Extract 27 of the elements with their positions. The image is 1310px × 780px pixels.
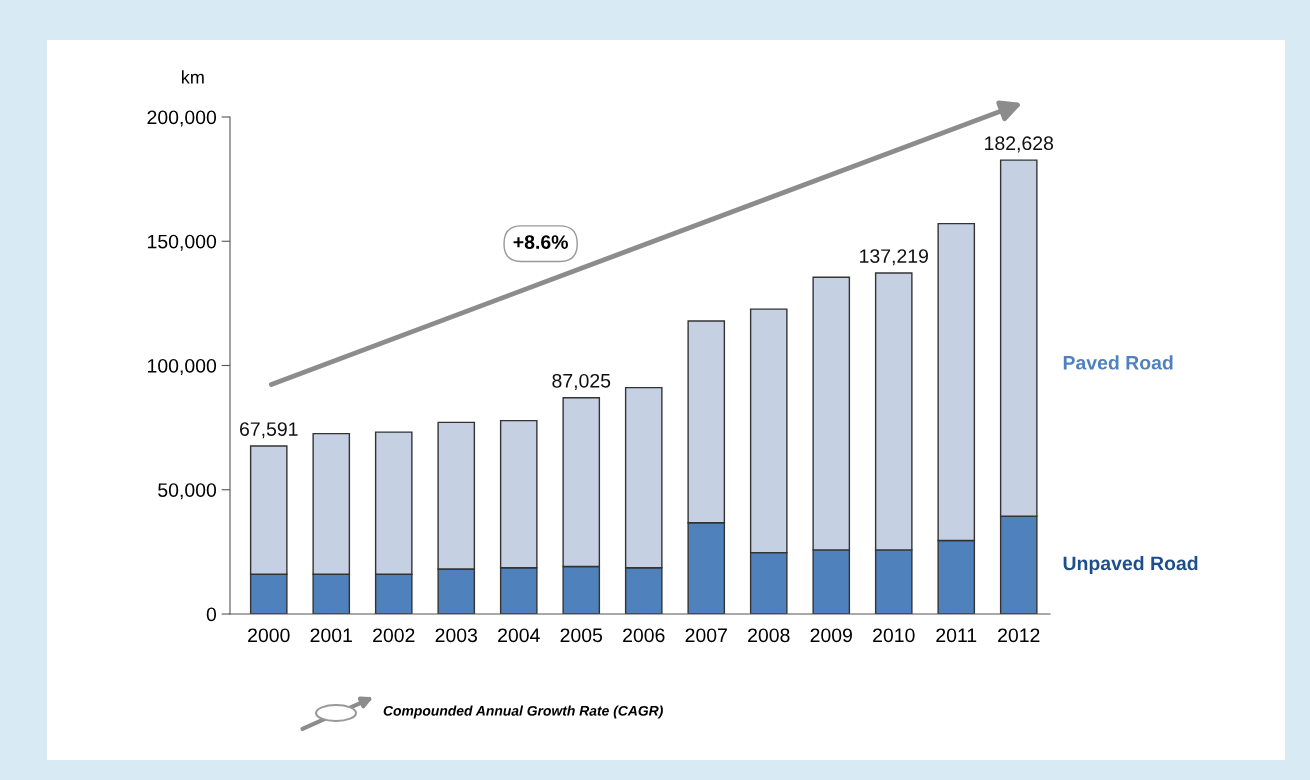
y-tick-label: 100,000 (148, 358, 217, 376)
y-tick-label: 0 (206, 607, 217, 622)
x-tick-label: 2004 (498, 628, 540, 643)
x-tick-label: 2011 (936, 628, 977, 643)
x-tick-label: 2007 (685, 628, 727, 643)
total-label: 87,025 (552, 373, 611, 390)
x-tick-label: 2003 (435, 628, 478, 643)
x-tick-label: 2012 (998, 628, 1040, 643)
total-label: 137,219 (860, 249, 928, 266)
total-label: 182,628 (985, 136, 1054, 153)
y-tick-label: 50,000 (158, 483, 217, 500)
x-tick-label: 2006 (623, 628, 665, 643)
series-label: Unpaved Road (1063, 555, 1198, 575)
x-tick-label: 2010 (873, 628, 915, 643)
x-tick-label: 2008 (748, 628, 790, 643)
x-tick-label: 2001 (310, 628, 352, 643)
series-label: Paved Road (1063, 355, 1173, 370)
annotation: +8.6% (513, 235, 568, 249)
x-tick-label: 2000 (248, 628, 290, 643)
x-tick-label: 2002 (373, 628, 415, 643)
y-axis-title: km (182, 70, 204, 84)
text: Compounded Annual Growth Rate (CAGR) (383, 705, 663, 719)
y-tick-label: 150,000 (148, 234, 217, 251)
total-label: 67,591 (240, 422, 298, 439)
x-tick-label: 2009 (810, 628, 852, 643)
y-tick-label: 200,000 (147, 110, 217, 127)
x-tick-label: 2005 (560, 628, 603, 643)
